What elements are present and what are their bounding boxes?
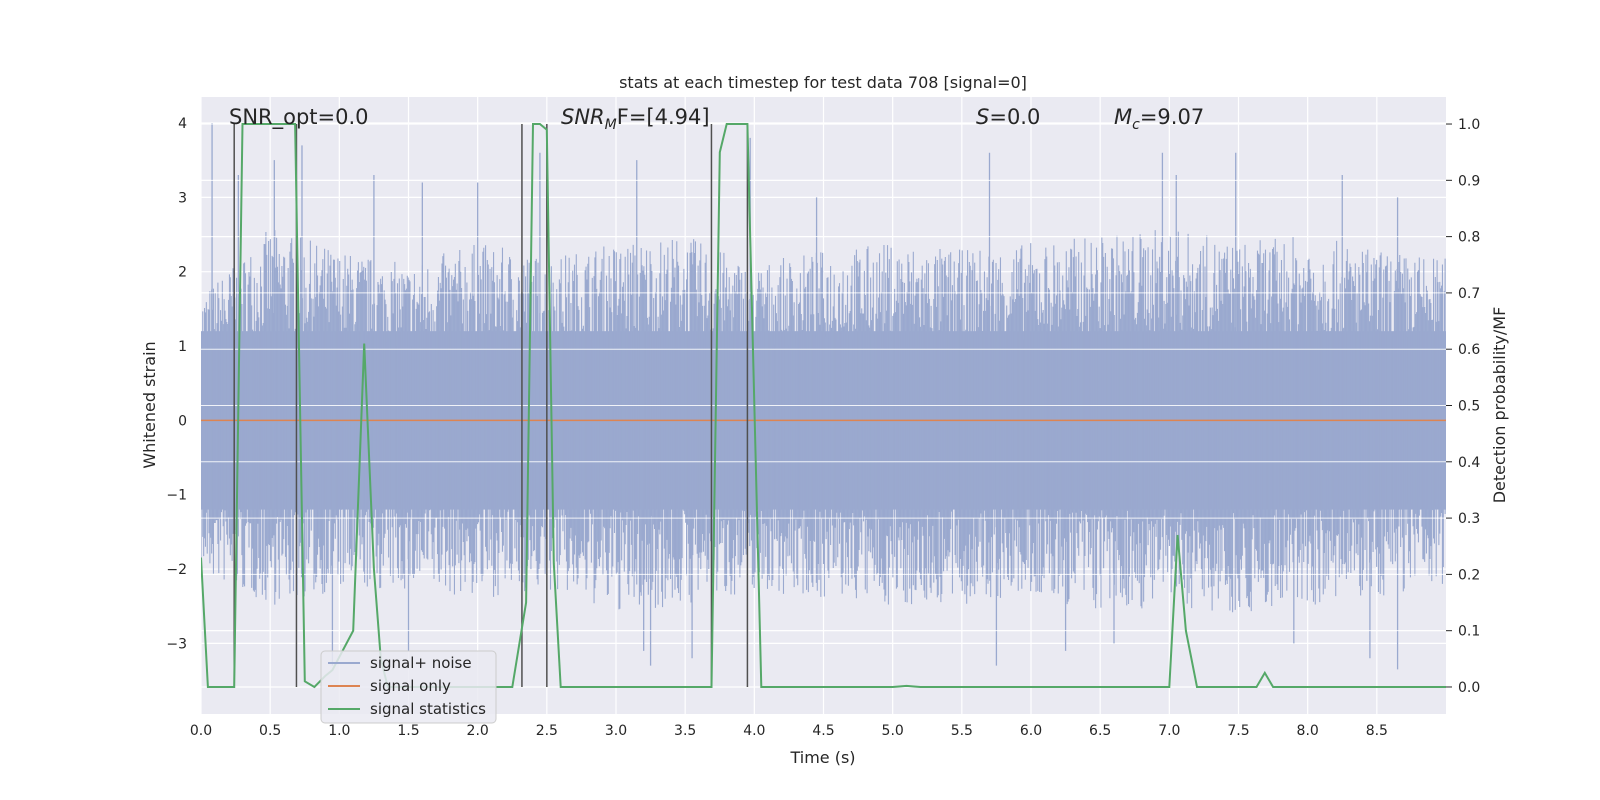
y2-tick-label: 0.7 (1458, 286, 1480, 302)
y2-tick-label: 0.9 (1458, 173, 1480, 189)
x-tick-label: 5.5 (951, 723, 973, 739)
x-tick-label: 3.0 (605, 723, 627, 739)
y-tick-label: 4 (178, 116, 187, 132)
x-tick-label: 2.5 (536, 723, 558, 739)
y2-tick-label: 0.4 (1458, 455, 1480, 471)
legend-label-signal: signal only (370, 677, 451, 695)
x-tick-label: 0.0 (190, 723, 212, 739)
x-tick-label: 6.0 (1020, 723, 1042, 739)
y-axis-label: Whitened strain (140, 341, 159, 468)
y2-tick-label: 0.8 (1458, 230, 1480, 246)
annotation-s: S=0.0 (976, 105, 1040, 129)
annotation-snr-mf: SNRMF=[4.94] (561, 105, 710, 133)
annotation-snr-opt: SNR_opt=0.0 (229, 105, 369, 130)
signal-noise-series (201, 123, 1446, 688)
x-tick-label: 7.5 (1227, 723, 1249, 739)
y2-axis-ticks: 1.0 0.9 0.8 0.7 0.6 0.5 0.4 0.3 0.2 0.1 0.0 (1446, 117, 1480, 696)
y2-tick-label: 0.5 (1458, 399, 1480, 415)
annotation-snr-mf-sub: M (605, 117, 617, 133)
x-tick-label: 2.0 (467, 723, 489, 739)
y2-tick-label: 0.0 (1458, 680, 1480, 696)
y-axis-ticks: 4 3 2 1 0 −1 −2 −3 (166, 116, 187, 652)
legend: signal+ noise signal only signal statist… (320, 650, 497, 724)
annotation-mc-sub: c (1132, 117, 1140, 133)
legend-label-statistics: signal statistics (370, 700, 486, 718)
x-tick-label: 8.5 (1366, 723, 1388, 739)
y-tick-label: −2 (166, 562, 187, 578)
x-tick-label: 6.5 (1089, 723, 1111, 739)
chart-title: stats at each timestep for test data 708… (619, 73, 1027, 92)
signal-statistics-line (201, 123, 1446, 689)
y2-tick-label: 1.0 (1458, 117, 1480, 133)
signal-statistics-series (201, 123, 1446, 689)
x-tick-label: 5.0 (882, 723, 904, 739)
x-axis-ticks: 0.0 0.5 1.0 1.5 2.0 2.5 3.0 3.5 4.0 4.5 5.0 5.5 6.0 6… (190, 723, 1388, 739)
y-tick-label: 3 (178, 190, 187, 206)
y-tick-label: 2 (178, 265, 187, 281)
annotation-snr-mf-main: SNR (561, 105, 605, 129)
y-tick-label: −1 (166, 488, 187, 504)
y-tick-label: 0 (178, 413, 187, 429)
annotation-snr-mf-rest: F=[4.94] (617, 105, 710, 129)
x-axis-label: Time (s) (789, 748, 855, 767)
y-tick-label: −3 (166, 636, 187, 652)
y2-tick-label: 0.3 (1458, 511, 1480, 527)
y2-axis-label: Detection probability/MF (1490, 307, 1509, 504)
annotation-mc-rest: =9.07 (1140, 105, 1204, 129)
x-tick-label: 7.0 (1158, 723, 1180, 739)
legend-box (320, 650, 497, 724)
y2-tick-label: 0.6 (1458, 342, 1480, 358)
x-tick-label: 0.5 (259, 723, 281, 739)
x-tick-label: 8.0 (1297, 723, 1319, 739)
annotation-mc-var: M (1114, 105, 1132, 129)
x-tick-label: 4.0 (743, 723, 765, 739)
x-tick-label: 1.0 (328, 723, 350, 739)
y2-tick-label: 0.2 (1458, 567, 1480, 583)
annotation-s-rest: =0.0 (989, 105, 1040, 129)
annotation-s-var: S (976, 105, 989, 129)
x-tick-label: 3.5 (674, 723, 696, 739)
annotation-mc: Mc=9.07 (1114, 105, 1204, 133)
legend-label-noise: signal+ noise (370, 654, 472, 672)
x-tick-label: 1.5 (397, 723, 419, 739)
x-tick-label: 4.5 (812, 723, 834, 739)
y-tick-label: 1 (178, 339, 187, 355)
y2-tick-label: 0.1 (1458, 624, 1480, 640)
